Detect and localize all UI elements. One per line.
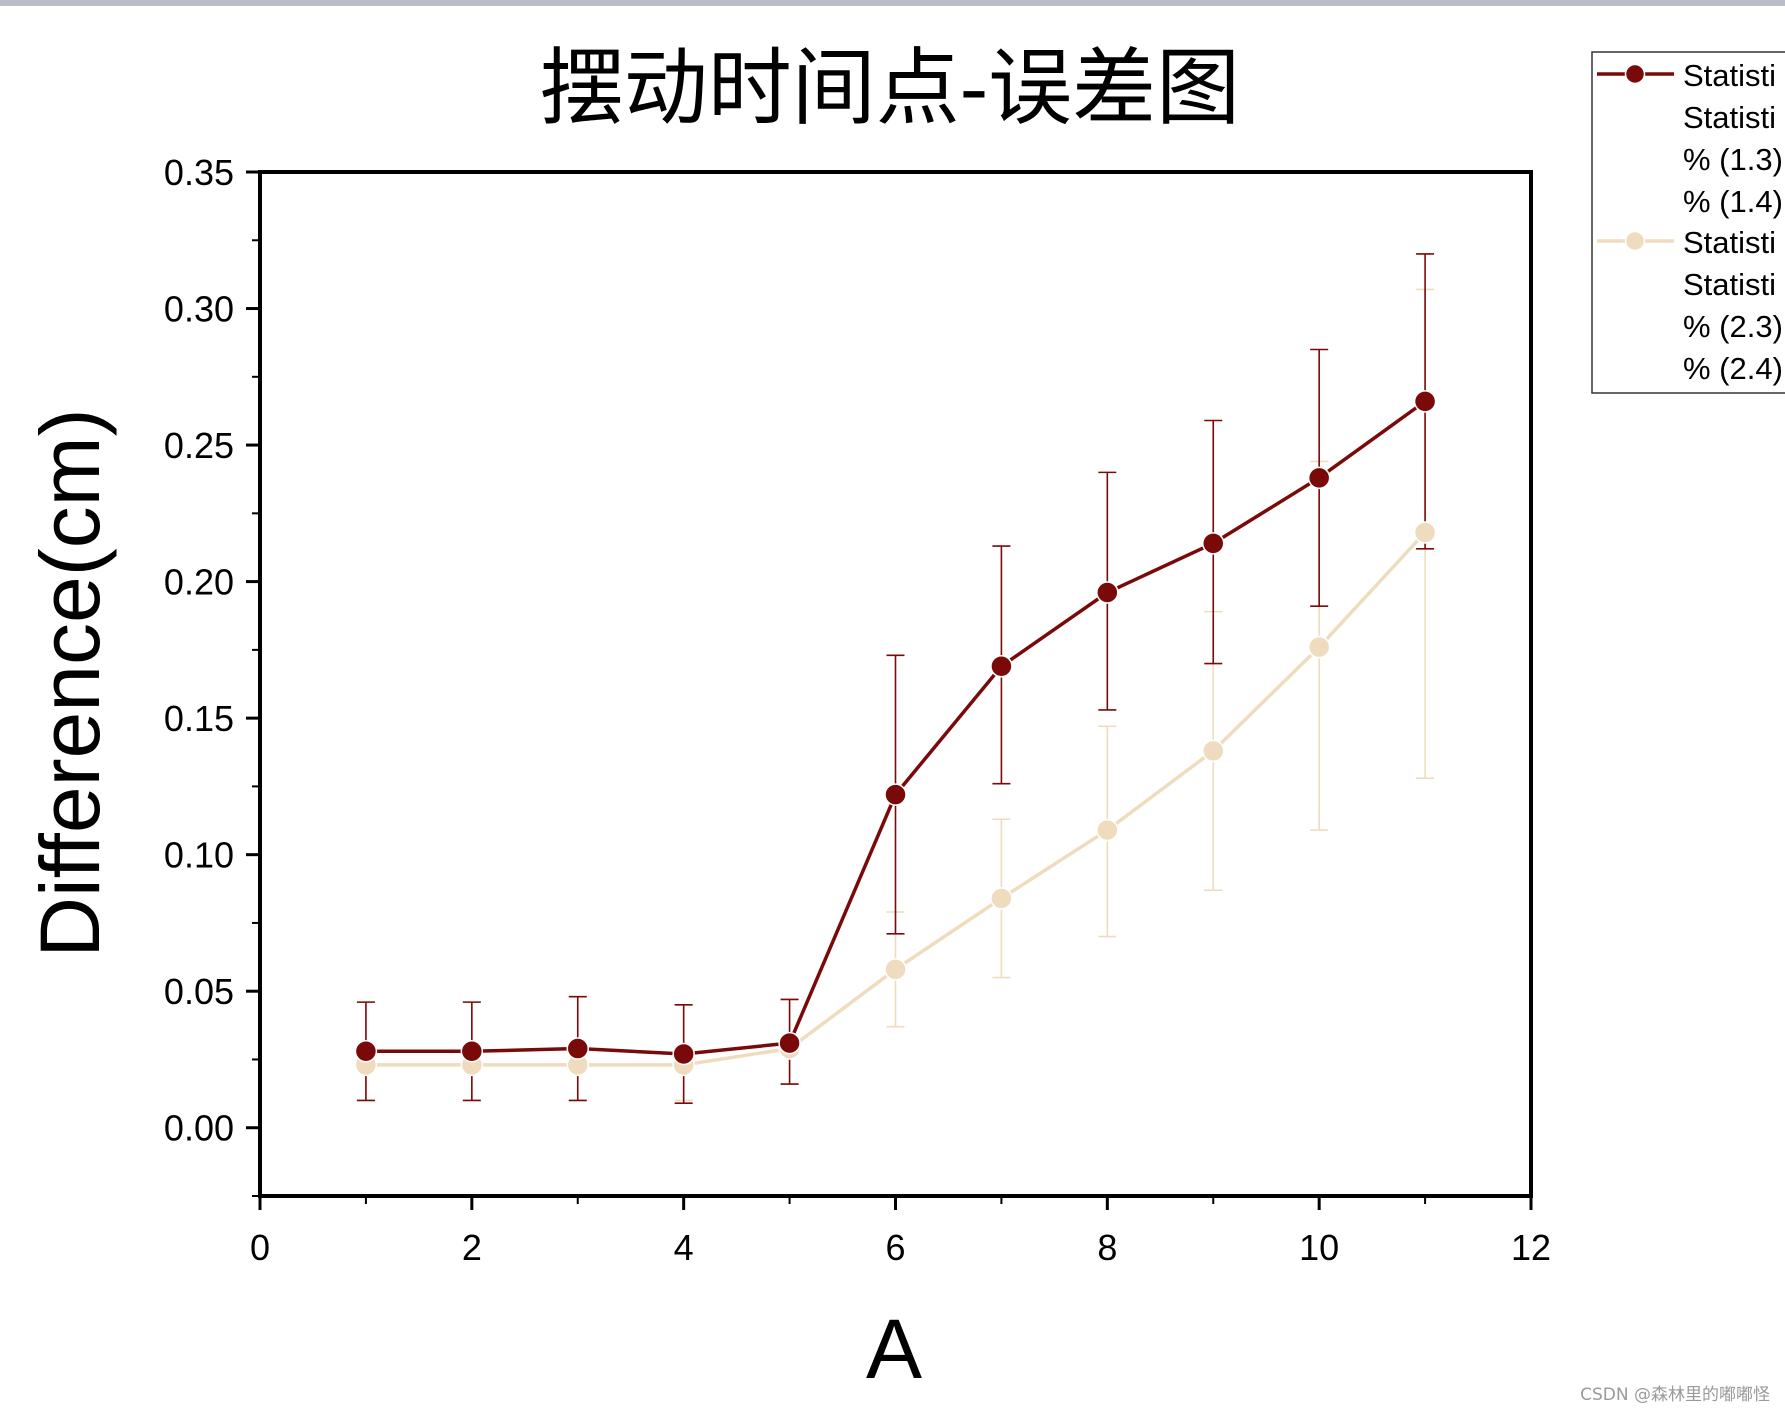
legend-entry-text: % (2.4) [1683,351,1783,386]
chart-title: 摆动时间点-误差图 [540,39,1240,137]
watermark-text: CSDN @森林里的嘟嘟怪 [1580,1385,1770,1405]
x-tick-label: 10 [1299,1227,1339,1268]
y-tick-label: 0.05 [164,971,234,1012]
y-tick-label: 0.25 [164,425,234,466]
data-point [354,1040,378,1063]
x-tick-label: 6 [885,1227,905,1268]
legend-entry-text: % (1.3) [1683,142,1783,177]
data-point [1413,390,1437,413]
legend-box [1591,51,1785,394]
top-window-strip [0,0,1785,6]
data-point [460,1040,484,1063]
x-tick-label: 12 [1511,1227,1551,1268]
data-point [672,1042,695,1066]
legend-entry-text: Statisti [1683,225,1776,260]
legend-entry-text: Statisti [1683,267,1776,302]
data-point [884,958,907,981]
data-point [1096,818,1119,842]
x-axis-title: A [866,1302,922,1396]
x-axis: 0 2 4 6 8 10 12 [250,1196,1551,1268]
data-point [1307,635,1331,659]
data-point [884,783,907,806]
data-point [1096,581,1119,604]
y-axis: 0.00 0.05 0.10 0.15 0.20 0.25 0.30 0.35 [164,152,260,1197]
y-axis-title: Difference(cm) [23,408,117,957]
legend-marker-sample [1624,63,1646,85]
data-point [778,1031,801,1055]
legend-entry-text: Statisti [1683,100,1776,135]
data-point [1202,739,1225,763]
x-tick-label: 2 [462,1227,482,1268]
markers-series-1 [354,390,1437,1066]
y-tick-label: 0.10 [164,835,234,876]
legend-entry-text: Statisti [1683,58,1776,93]
data-point [990,887,1013,910]
series-group [354,253,1437,1104]
x-tick-label: 8 [1097,1227,1117,1268]
data-point [1307,466,1331,490]
data-point [566,1037,589,1060]
y-tick-label: 0.20 [164,562,234,603]
data-point [990,655,1013,678]
x-tick-label: 4 [674,1227,694,1268]
legend-entry-text: % (2.3) [1683,309,1783,344]
y-tick-label: 0.35 [164,152,234,193]
x-tick-label: 0 [250,1227,270,1268]
legend: Statisti Statisti % (1.3) % (1.4) Statisti St… [1591,51,1785,394]
y-tick-label: 0.15 [164,698,234,739]
y-tick-label: 0.00 [164,1108,234,1149]
y-tick-label: 0.30 [164,289,234,330]
legend-entry-text: % (1.4) [1683,184,1783,219]
legend-marker-sample [1624,230,1646,252]
data-point [1202,532,1225,555]
data-point [1413,521,1437,544]
